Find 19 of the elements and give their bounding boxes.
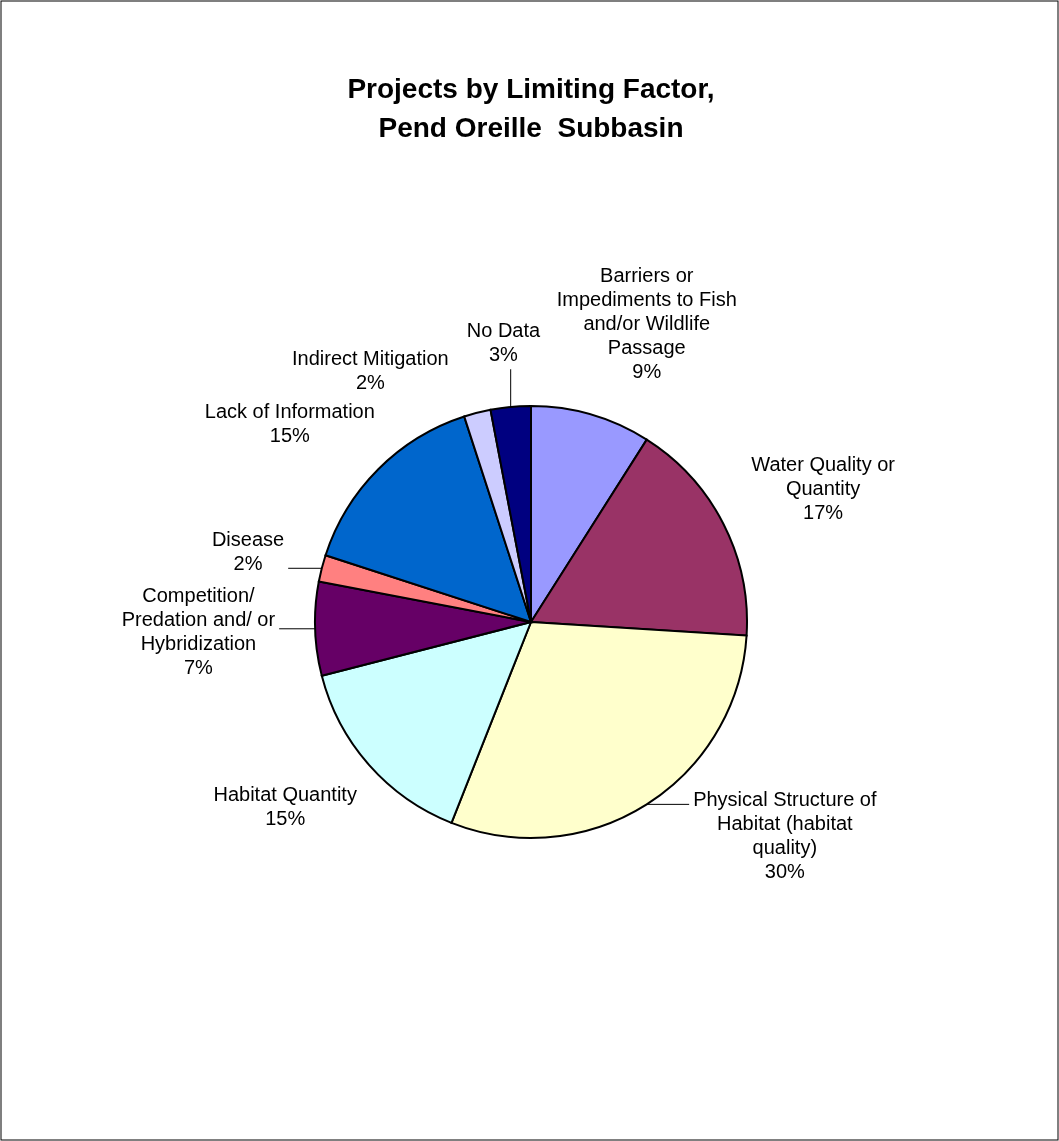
- slice-label: No Data: [466, 319, 542, 342]
- data-label: 2%: [355, 370, 386, 393]
- data-label: 2%: [233, 552, 263, 575]
- slice-label: Water Quality or Quantity: [751, 453, 896, 500]
- slice-label: Indirect Mitigation: [291, 346, 449, 369]
- slice-label: Lack of Information: [204, 400, 375, 423]
- slice-label: Disease: [211, 528, 285, 551]
- slice-label: Habitat Quantity: [213, 783, 357, 806]
- slice-label: Barriers or Impediments to Fish and/or Wildlife Passage: [556, 264, 737, 359]
- data-label: 9%: [632, 360, 662, 383]
- slice-label: Physical Structure of Habitat (habitat quality): [693, 787, 877, 858]
- data-label: 15%: [269, 424, 311, 447]
- data-label: 15%: [265, 807, 306, 830]
- slice-label: Competition/ Predation and/ or Hybridization: [121, 583, 276, 654]
- data-label: 7%: [183, 655, 214, 678]
- chart-title: Projects by Limiting Factor, Pend Oreille Subbasin: [347, 73, 715, 143]
- data-label: 3%: [489, 343, 519, 366]
- data-label: 17%: [803, 501, 844, 524]
- data-label: 30%: [764, 859, 806, 882]
